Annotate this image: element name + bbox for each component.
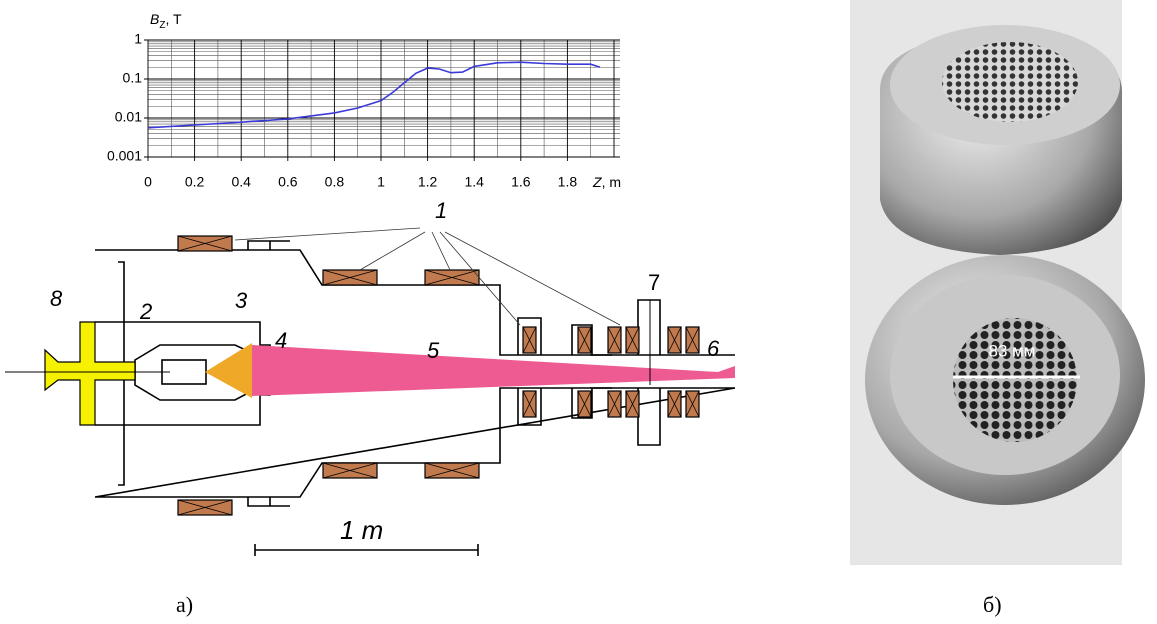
x-axis-unit: , m	[602, 174, 621, 190]
label: 7	[648, 270, 660, 295]
x-tick-label: 0.8	[325, 174, 345, 190]
x-tick-label: 0	[144, 174, 152, 190]
label: 6	[707, 336, 720, 361]
scale-label: 1 m	[340, 515, 383, 545]
x-tick-label: 0.4	[231, 174, 251, 190]
scale-bar	[255, 544, 478, 556]
x-tick-label: 1.6	[511, 174, 531, 190]
label: 1	[435, 198, 447, 223]
x-tick-label: 1.2	[418, 174, 438, 190]
caption: б)	[983, 592, 1002, 617]
diagram: 1 2 3 4 5 6 7 8 1 m а)	[5, 198, 735, 617]
label: 2	[139, 299, 152, 324]
grid-large	[953, 318, 1077, 442]
x-tick-label: 1.8	[558, 174, 578, 190]
x-tick-label: 1.4	[464, 174, 484, 190]
y-tick-label: 0.1	[123, 70, 143, 86]
x-tick-label: 1	[377, 174, 385, 190]
y-axis-unit: , T	[165, 11, 182, 27]
x-axis-symbol: Z	[592, 174, 602, 190]
label: 3	[235, 288, 248, 313]
y-axis-label: BZ, T	[150, 11, 182, 31]
x-tick-label: 0.6	[278, 174, 298, 190]
grid-small	[942, 42, 1078, 122]
photo: 83 мм б)	[850, 0, 1145, 617]
y-axis-symbol: B	[150, 11, 159, 27]
label: 5	[427, 338, 440, 363]
label: 4	[275, 328, 287, 353]
insulator	[45, 322, 135, 425]
x-tick-label: 0.2	[185, 174, 205, 190]
y-tick-label: 1	[134, 31, 142, 47]
caption: а)	[176, 592, 193, 617]
figure: 0.001 0.01 0.1 1 0 0.2 0.4 0.6 0.8 1 1.2 1.4 1.6 1.8 B…	[0, 0, 1157, 624]
x-axis-label: Z, m	[592, 174, 621, 190]
gun-beam	[205, 343, 252, 398]
label: 8	[50, 286, 63, 311]
y-tick-label: 0.001	[107, 148, 142, 164]
y-tick-label: 0.01	[115, 109, 142, 125]
chart: 0.001 0.01 0.1 1 0 0.2 0.4 0.6 0.8 1 1.2 1.4 1.6 1.8 B…	[107, 11, 621, 190]
dimension-label: 83 мм	[988, 341, 1035, 360]
